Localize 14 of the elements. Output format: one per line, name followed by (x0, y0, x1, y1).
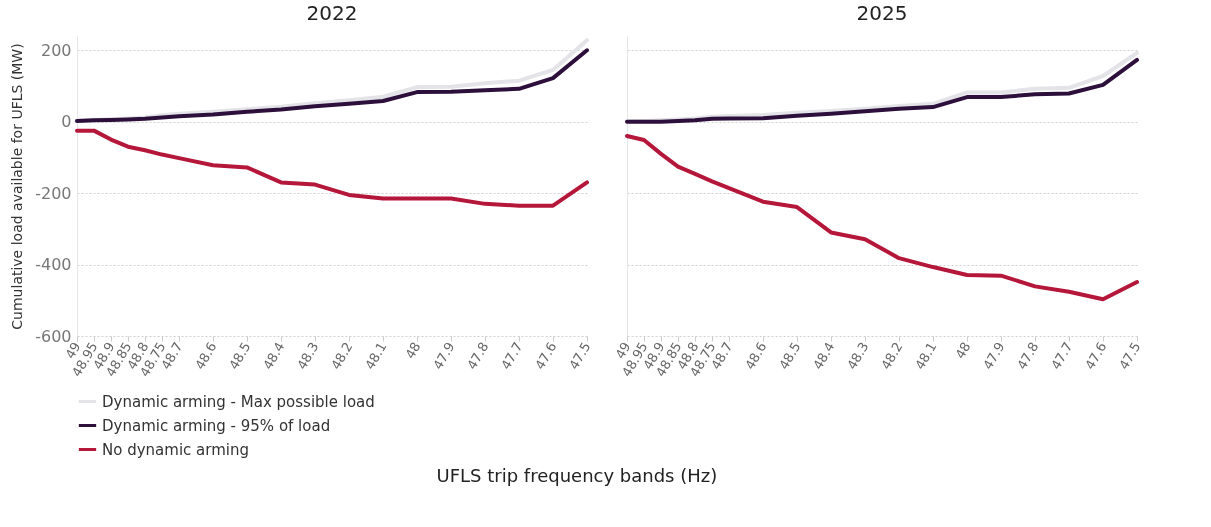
legend-label: Dynamic arming - Max possible load (102, 392, 375, 411)
y-axis-title: Cumulative load available for UFLS (MW) (9, 43, 26, 330)
chart-title: 2025 (856, 1, 908, 25)
y-tick-label: 200 (40, 40, 72, 60)
x-tick-label: 48 (402, 339, 424, 362)
line-series (75, 128, 589, 208)
y-tick-label: 0 (61, 112, 72, 132)
legend-label: No dynamic arming (102, 440, 249, 459)
x-tick-label: 48 (952, 339, 974, 362)
chart-title: 2022 (306, 1, 358, 25)
x-axis-title: UFLS trip frequency bands (Hz) (436, 465, 718, 486)
y-tick-label: -400 (35, 255, 72, 275)
y-tick-label: -200 (35, 183, 72, 203)
legend-label: Dynamic arming - 95% of load (102, 416, 331, 435)
